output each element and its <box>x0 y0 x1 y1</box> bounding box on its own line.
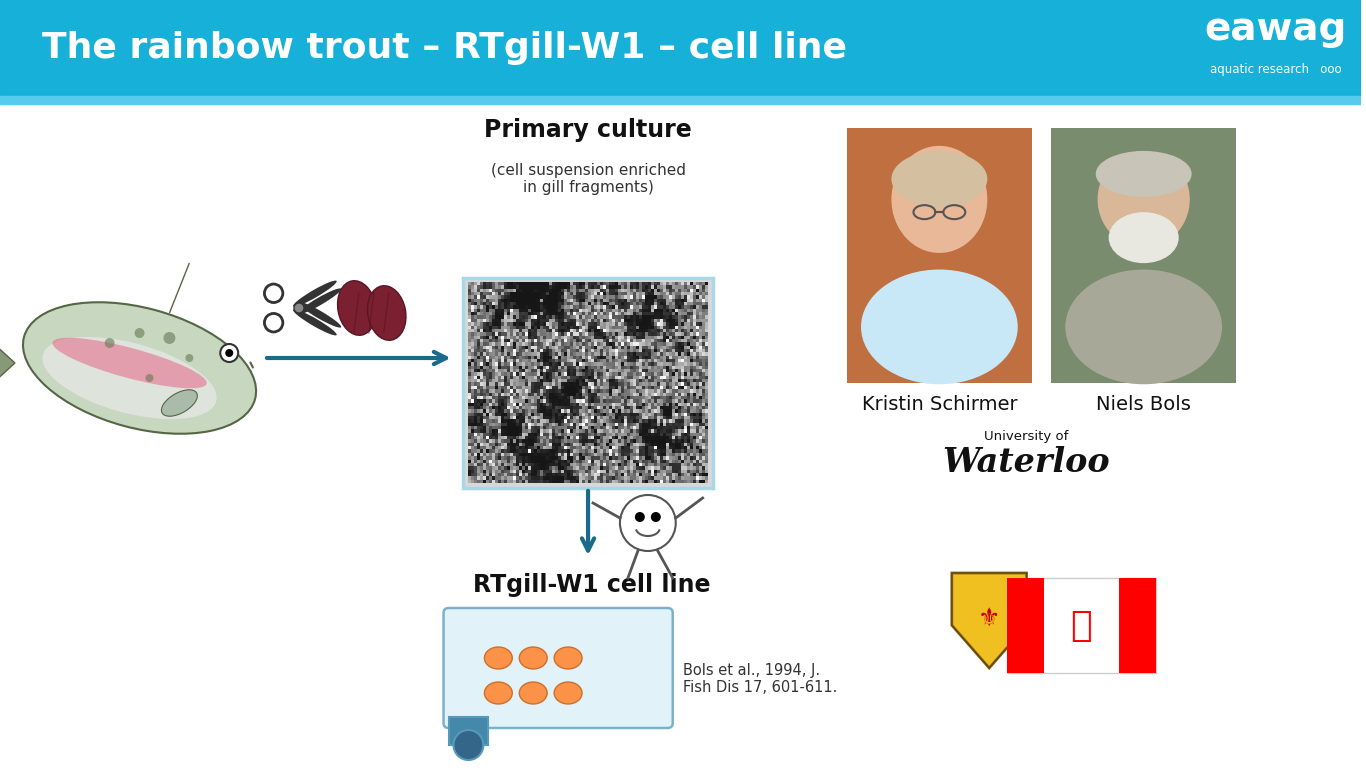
Circle shape <box>635 512 645 522</box>
Ellipse shape <box>892 146 988 253</box>
Circle shape <box>186 354 194 362</box>
Ellipse shape <box>861 270 1018 384</box>
PathPatch shape <box>169 263 190 313</box>
Ellipse shape <box>1096 151 1191 197</box>
Circle shape <box>105 338 115 348</box>
Text: University of: University of <box>985 430 1068 443</box>
Circle shape <box>146 374 153 382</box>
Bar <box>1119 578 1156 673</box>
Bar <box>0 96 1362 104</box>
Ellipse shape <box>52 338 206 389</box>
Ellipse shape <box>367 286 406 340</box>
Circle shape <box>220 344 238 362</box>
Ellipse shape <box>337 281 376 336</box>
Ellipse shape <box>555 647 582 669</box>
Ellipse shape <box>1109 212 1179 263</box>
Bar <box>1052 128 1236 383</box>
Text: 🍁: 🍁 <box>1071 608 1093 643</box>
Text: aquatic research   ooo: aquatic research ooo <box>1210 63 1341 75</box>
Ellipse shape <box>298 302 342 328</box>
Text: RTgill-W1 cell line: RTgill-W1 cell line <box>474 573 710 597</box>
Bar <box>1007 578 1156 673</box>
Ellipse shape <box>161 390 197 416</box>
Ellipse shape <box>42 337 217 419</box>
Circle shape <box>620 495 676 551</box>
Ellipse shape <box>519 647 548 669</box>
Ellipse shape <box>23 303 255 434</box>
Bar <box>448 717 489 745</box>
Ellipse shape <box>294 310 337 336</box>
FancyBboxPatch shape <box>463 278 713 488</box>
Ellipse shape <box>519 682 548 704</box>
Ellipse shape <box>298 288 342 314</box>
Text: The rainbow trout – RTgill-W1 – cell line: The rainbow trout – RTgill-W1 – cell lin… <box>42 31 847 65</box>
Ellipse shape <box>892 151 988 207</box>
Ellipse shape <box>1098 151 1190 248</box>
Ellipse shape <box>294 280 337 306</box>
FancyBboxPatch shape <box>444 608 673 728</box>
Circle shape <box>650 512 661 522</box>
Circle shape <box>294 303 305 313</box>
Bar <box>1007 578 1044 673</box>
Text: eawag: eawag <box>1205 10 1347 48</box>
Text: Waterloo: Waterloo <box>943 446 1111 479</box>
Ellipse shape <box>1065 270 1223 384</box>
Ellipse shape <box>555 682 582 704</box>
Ellipse shape <box>485 647 512 669</box>
PathPatch shape <box>0 313 15 413</box>
Circle shape <box>454 730 484 760</box>
Text: Bols et al., 1994, J.
Fish Dis 17, 601-611.: Bols et al., 1994, J. Fish Dis 17, 601-6… <box>683 663 837 695</box>
Bar <box>0 0 1362 96</box>
Bar <box>847 128 1031 383</box>
Text: ⚜: ⚜ <box>978 607 1000 631</box>
Text: Primary culture: Primary culture <box>484 118 693 142</box>
Text: Kristin Schirmer: Kristin Schirmer <box>862 395 1018 414</box>
Circle shape <box>225 349 234 357</box>
Text: (cell suspension enriched
in gill fragments): (cell suspension enriched in gill fragme… <box>490 163 686 195</box>
Ellipse shape <box>485 682 512 704</box>
Circle shape <box>135 328 145 338</box>
Circle shape <box>164 332 175 344</box>
Text: Niels Bols: Niels Bols <box>1097 395 1191 414</box>
PathPatch shape <box>952 573 1027 668</box>
